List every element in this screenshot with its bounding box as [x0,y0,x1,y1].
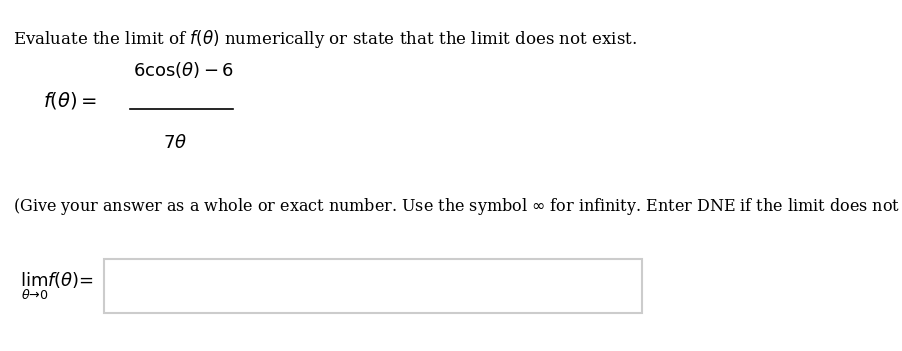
Text: $6\cos(\theta) - 6$: $6\cos(\theta) - 6$ [133,60,234,80]
Text: $f(\theta) =$: $f(\theta) =$ [42,90,97,111]
Text: $\lim_{\theta \to 0} f(\theta) =$: $\lim_{\theta \to 0} f(\theta) =$ [20,271,94,303]
Text: $7\theta$: $7\theta$ [162,134,187,152]
FancyBboxPatch shape [104,259,641,313]
Text: (Give your answer as a whole or exact number. Use the symbol $\infty$ for infini: (Give your answer as a whole or exact nu… [13,196,902,217]
Text: Evaluate the limit of $f(\theta)$ numerically or state that the limit does not e: Evaluate the limit of $f(\theta)$ numeri… [13,28,636,50]
